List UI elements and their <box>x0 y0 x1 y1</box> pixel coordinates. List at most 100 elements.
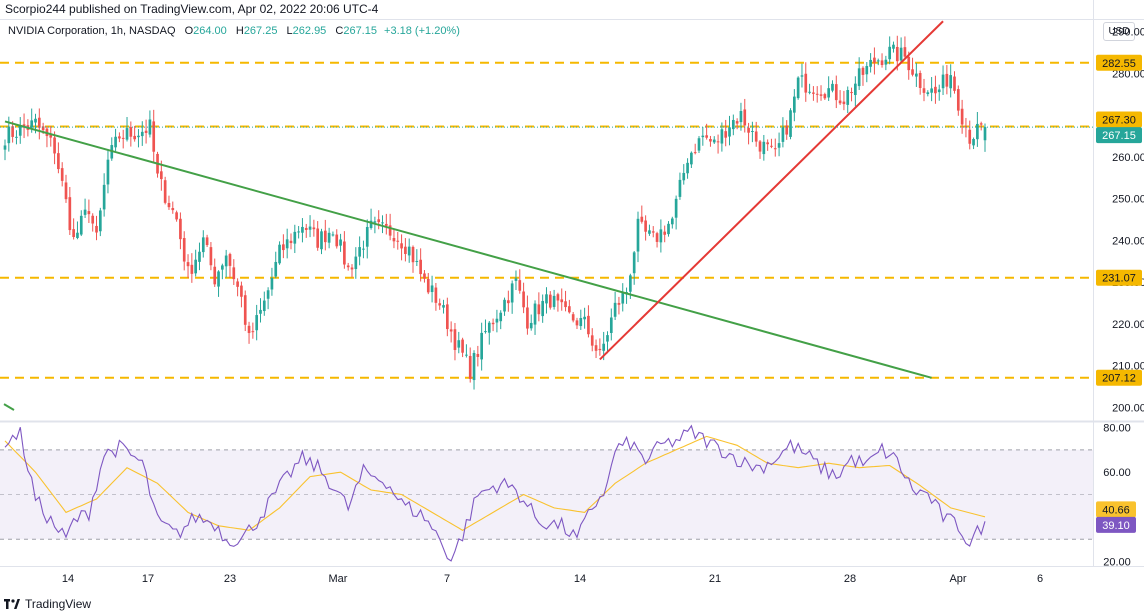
rsi-value-box <box>1096 501 1136 518</box>
candle-body <box>72 229 75 238</box>
candle-body <box>121 137 125 139</box>
candle-body <box>644 220 647 232</box>
candle-body <box>953 76 956 91</box>
candle-body <box>156 153 159 174</box>
candle-body <box>712 139 716 143</box>
candle-body <box>640 216 644 222</box>
candle-body <box>751 130 754 132</box>
candle-body <box>537 304 541 315</box>
candle-body <box>114 136 117 148</box>
candle-body <box>716 141 720 143</box>
price-tick-label: 210.00 <box>1112 361 1144 373</box>
time-tick-label: Apr <box>949 573 966 585</box>
candle-body <box>850 92 853 94</box>
candle-body <box>949 75 953 89</box>
trendline-stub <box>3 403 15 411</box>
candle-body <box>571 314 575 321</box>
footer-brand[interactable]: TradingView <box>25 597 92 611</box>
candle-body <box>152 121 156 152</box>
candle-body <box>503 299 506 312</box>
candle-body <box>937 89 941 93</box>
candle-body <box>316 228 320 248</box>
candle-body <box>785 125 789 135</box>
candle-body <box>934 86 937 94</box>
candle-body <box>221 265 224 270</box>
candle-body <box>396 240 400 242</box>
candle-body <box>800 75 804 77</box>
candle-body <box>228 254 232 266</box>
candle-body <box>461 339 464 353</box>
price-tick-label: 280.00 <box>1112 68 1144 80</box>
candle-body <box>22 124 26 128</box>
candle-body <box>186 262 190 267</box>
candle-body <box>133 135 136 140</box>
rsi-sma-value: 40.66 <box>184 430 213 442</box>
candle-body <box>167 202 171 208</box>
candle-body <box>304 227 308 230</box>
candle-body <box>198 251 201 262</box>
downtrend-trendline[interactable] <box>4 120 932 379</box>
symbol-label[interactable]: NVIDIA Corporation, 1h, NASDAQ <box>8 25 176 37</box>
candle-body <box>972 138 975 146</box>
candle-body <box>930 88 933 93</box>
candle-body <box>812 92 815 94</box>
candle-body <box>770 145 773 147</box>
candle-body <box>731 119 735 130</box>
candle-body <box>831 83 834 91</box>
candle-body <box>449 329 453 332</box>
candle-body <box>415 260 419 262</box>
rsi-label[interactable]: RSI (14, close, SMA, 14, 2) <box>8 430 142 442</box>
candle-body <box>320 231 323 250</box>
candle-body <box>243 295 247 325</box>
change-value: +3.18 (+1.20%) <box>384 25 460 37</box>
candle-body <box>526 307 529 329</box>
candle-body <box>682 172 686 181</box>
candle-body <box>880 60 884 65</box>
candle-body <box>285 239 289 249</box>
candle-body <box>182 238 186 262</box>
footer: TradingView <box>4 597 91 611</box>
candle-body <box>888 46 892 60</box>
candle-body <box>201 237 205 253</box>
candle-body <box>407 246 411 256</box>
price-label-box <box>1096 369 1142 386</box>
candle-body <box>278 244 281 264</box>
candle-body <box>648 230 651 234</box>
candle-body <box>701 135 705 138</box>
candle-body <box>754 131 758 142</box>
candle-body <box>518 280 522 291</box>
candle-body <box>861 67 865 75</box>
candle-body <box>270 277 274 290</box>
candle-body <box>789 110 792 137</box>
candle-body <box>102 184 106 210</box>
uptrend-trendline[interactable] <box>599 20 944 361</box>
candle-body <box>442 305 445 308</box>
candle-body <box>579 318 583 327</box>
price-label-text: 282.55 <box>1102 58 1136 70</box>
candle-body <box>838 100 842 104</box>
candle-body <box>232 267 236 280</box>
high-value: 267.25 <box>243 25 278 37</box>
candles <box>3 35 987 390</box>
candle-body <box>384 223 388 226</box>
candle-body <box>369 220 373 229</box>
candle-body <box>815 93 819 95</box>
main-legend: NVIDIA Corporation, 1h, NASDAQ O264.00 H… <box>8 25 460 37</box>
candle-body <box>819 94 823 96</box>
candle-body <box>773 148 777 150</box>
candle-body <box>846 89 850 105</box>
candle-body <box>171 208 175 211</box>
rsi-line <box>4 424 986 562</box>
candle-body <box>110 145 114 159</box>
candle-body <box>903 47 907 57</box>
candle-body <box>766 142 769 145</box>
price-label-box <box>1096 54 1142 71</box>
candle-body <box>137 135 140 138</box>
candle-body <box>160 171 163 180</box>
candle-body <box>30 120 34 128</box>
candle-body <box>606 335 609 342</box>
currency-button[interactable]: USD <box>1103 22 1135 41</box>
candle-body <box>655 233 659 242</box>
candle-body <box>625 292 628 295</box>
